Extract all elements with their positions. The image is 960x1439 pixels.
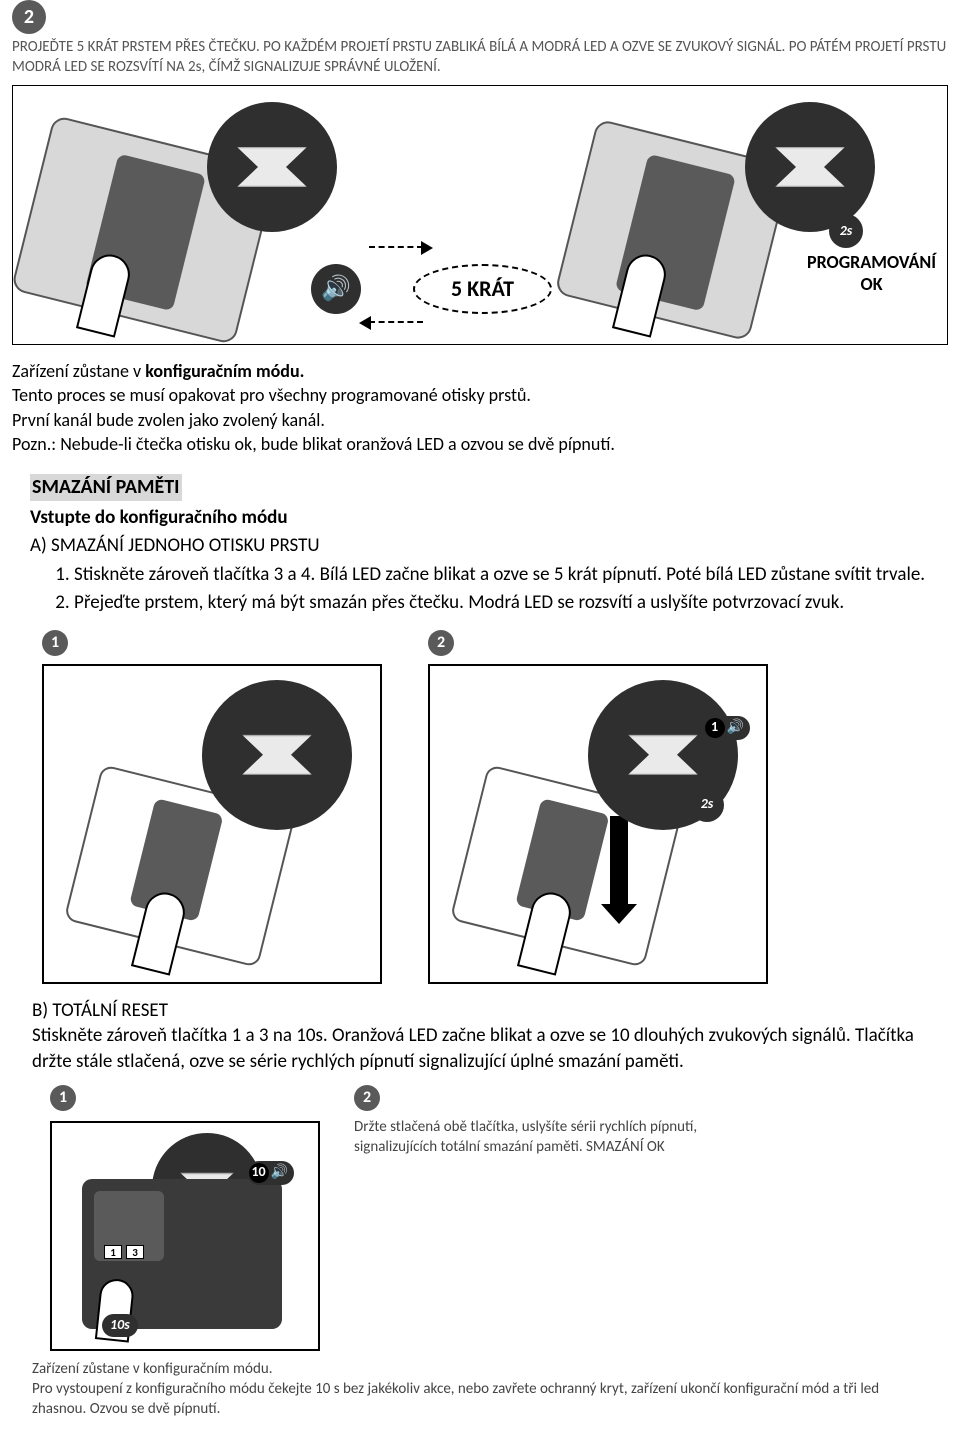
reset-panel1-num: 1 (50, 1085, 76, 1111)
erase-steps: Stiskněte zároveň tlačítka 3 a 4. Bílá L… (30, 562, 948, 615)
panel2-sound-n: 1 (705, 718, 725, 738)
reset-sound-n: 10 (249, 1163, 269, 1183)
erase-step-1: Stiskněte zároveň tlačítka 3 a 4. Bílá L… (74, 562, 948, 588)
cfg-line1b: konfiguračním módu. (145, 360, 304, 382)
badge-2s: 2s (829, 214, 863, 248)
erase-panel-2: 1🔊 2s (428, 664, 768, 984)
prog-line2: OK (861, 273, 883, 295)
reset-panels: 1 1 3 10s 10🔊 2 Držte stlačená obě tlačí… (12, 1085, 948, 1351)
repeat-label: 5 KRÁT (413, 264, 552, 314)
sound-icon: 🔊 (311, 264, 361, 314)
erase-subtitle: Vstupte do konfiguračního módu (30, 505, 948, 531)
erase-panel-1 (42, 664, 382, 984)
cfg-line3: První kanál bude zvolen jako zvolený kan… (12, 409, 325, 431)
panel2-badge-2s: 2s (690, 788, 724, 822)
step2-number: 2 (12, 0, 46, 34)
reset-panel2-num: 2 (354, 1085, 380, 1111)
badge-10s: 10s (102, 1314, 138, 1337)
erase-title: SMAZÁNÍ PAMĚTI (30, 474, 182, 501)
cfg-line1a: Zařízení zůstane v (12, 360, 145, 382)
reset-section: B) TOTÁLNÍ RESET Stiskněte zároveň tlačí… (32, 998, 928, 1075)
cfg-line2: Tento proces se musí opakovat pro všechn… (12, 384, 531, 406)
reset-panel-1: 1 3 10s 10🔊 (50, 1121, 320, 1351)
erase-panels: 1 2 1🔊 2s (12, 630, 948, 984)
cfg-line4: Pozn.: Nebude-li čtečka otisku ok, bude … (12, 433, 615, 455)
erase-a-title: A) SMAZÁNÍ JEDNOHO OTISKU PRSTU (30, 533, 948, 559)
step2-diagram: 🔊 5 KRÁT 2s PROGRAMOVÁNÍ OK (12, 85, 948, 345)
reset-title: B) TOTÁLNÍ RESET (32, 999, 168, 1022)
footer-text: Zařízení zůstane v konfiguračním módu. P… (32, 1359, 928, 1420)
erase-step-2: Přejeďte prstem, který má být smazán pře… (74, 590, 948, 616)
reset-btn-1: 1 (104, 1245, 122, 1259)
reset-right-text: Držte stlačená obě tlačítka, uslyšíte sé… (354, 1115, 734, 1158)
programming-ok-label: PROGRAMOVÁNÍ OK (807, 252, 936, 295)
prog-line1: PROGRAMOVÁNÍ (807, 251, 936, 273)
reset-text: Stiskněte zároveň tlačítka 1 a 3 na 10s.… (32, 1024, 914, 1073)
footer-line1: Zařízení zůstane v konfiguračním módu. (32, 1360, 273, 1378)
reset-sound-badge: 10🔊 (247, 1161, 294, 1185)
erase-panel1-num: 1 (42, 630, 68, 656)
step2-intro: PROJEĎTE 5 KRÁT PRSTEM PŘES ČTEČKU. PO K… (12, 38, 948, 77)
erase-panel2-num: 2 (428, 630, 454, 656)
panel2-sound-badge: 1🔊 (703, 716, 750, 740)
footer-line2: Pro vystoupení z konfiguračního módu ček… (32, 1380, 879, 1418)
reset-btn-3: 3 (126, 1245, 144, 1259)
after-step2-text: Zařízení zůstane v konfiguračním módu. T… (12, 359, 948, 456)
